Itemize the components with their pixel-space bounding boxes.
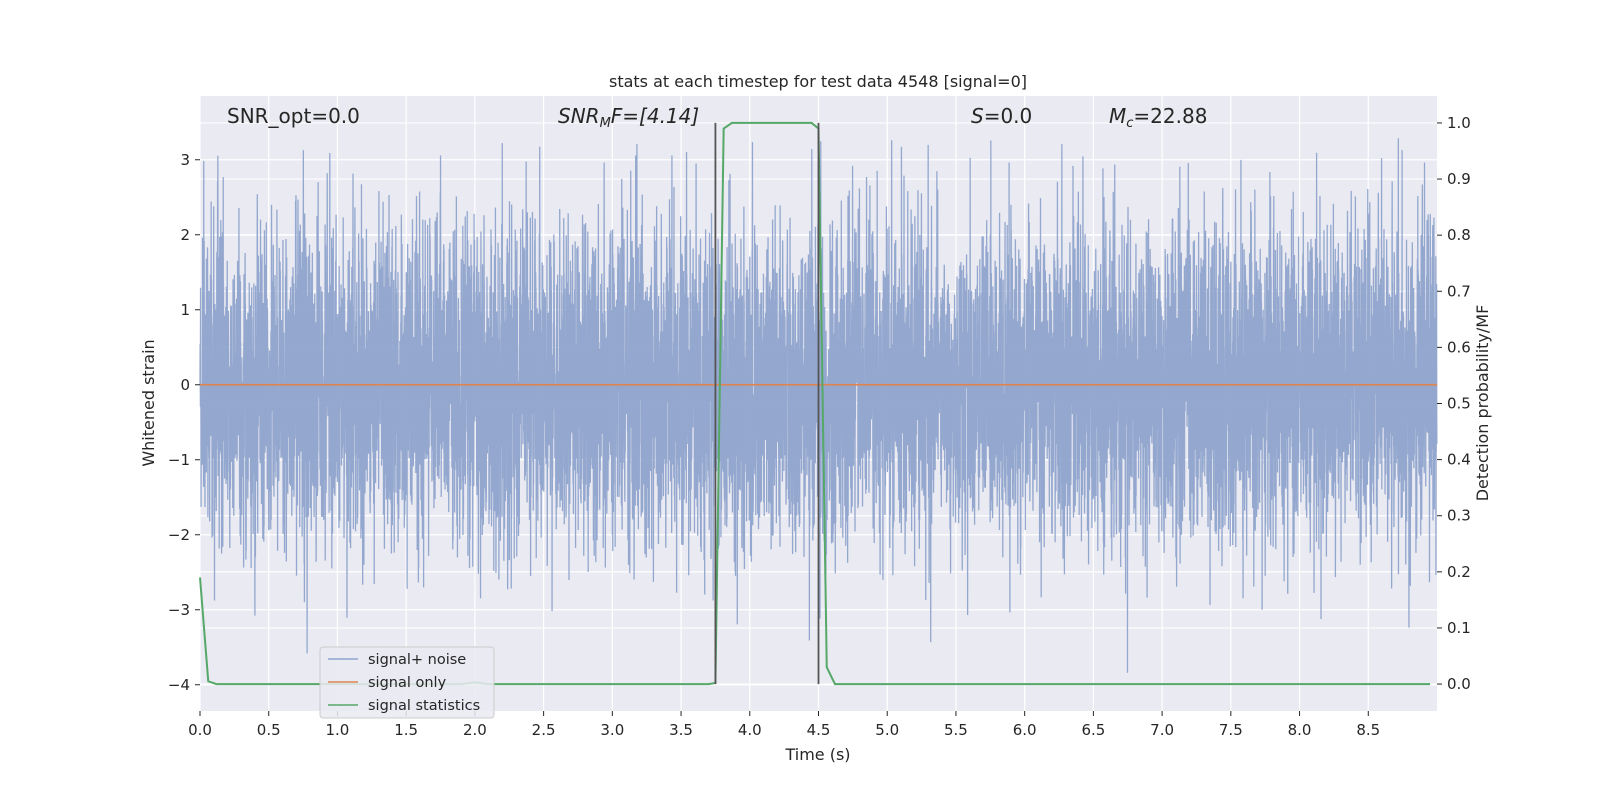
y-tick-label: −2 — [168, 526, 190, 544]
y-tick-label: −3 — [168, 601, 190, 619]
x-tick-label: 3.0 — [600, 721, 624, 739]
x-tick-label: 1.0 — [326, 721, 350, 739]
x-tick-label: 0.5 — [257, 721, 281, 739]
x-tick-label: 5.0 — [875, 721, 899, 739]
x-tick-label: 2.5 — [532, 721, 556, 739]
x-tick-label: 4.5 — [807, 721, 831, 739]
y2-tick-label: 0.1 — [1447, 619, 1471, 637]
x-tick-label: 0.0 — [188, 721, 212, 739]
x-tick-label: 3.5 — [669, 721, 693, 739]
x-tick-label: 4.0 — [738, 721, 762, 739]
x-tick-label: 2.0 — [463, 721, 487, 739]
x-tick-label: 6.5 — [1081, 721, 1105, 739]
x-tick-label: 1.5 — [394, 721, 418, 739]
y-axis-label: Whitened strain — [139, 339, 158, 466]
x-tick-label: 8.5 — [1356, 721, 1380, 739]
x-axis-ticks: 0.0 0.5 1.0 1.5 2.0 2.5 3.0 3.5 4.0 4.5 5.0 5.5 6.0 6… — [188, 711, 1380, 739]
y2-tick-label: 0.8 — [1447, 226, 1471, 244]
event-markers — [714, 122, 820, 685]
y2-tick-label: 0.4 — [1447, 451, 1471, 469]
x-tick-label: 7.0 — [1150, 721, 1174, 739]
y-axis-ticks: −4 −3 −2 −1 0 1 2 3 — [168, 151, 200, 694]
x-tick-label: 6.0 — [1013, 721, 1037, 739]
legend: signal+ noise signal only signal statist… — [319, 646, 495, 719]
x-tick-label: 7.5 — [1219, 721, 1243, 739]
y2-tick-label: 0.3 — [1447, 507, 1471, 525]
annotation-snr-opt: SNR_opt=0.0 — [227, 104, 360, 128]
legend-label-statistics: signal statistics — [368, 698, 480, 714]
annotation-mc: Mc=22.88 — [1109, 104, 1207, 131]
y-tick-label: −4 — [168, 676, 190, 694]
legend-box — [319, 646, 495, 719]
y2-tick-label: 1.0 — [1447, 114, 1471, 132]
chart-title: stats at each timestep for test data 454… — [609, 72, 1027, 91]
y-tick-label: 3 — [180, 151, 190, 169]
legend-label-signal-only: signal only — [368, 675, 447, 691]
y-tick-label: 1 — [180, 301, 190, 319]
y2-axis-ticks: 0.0 0.1 0.2 0.3 0.4 0.5 0.6 0.7 0.8 0.9 1.0 — [1437, 114, 1471, 693]
legend-label-noise: signal+ noise — [368, 652, 466, 668]
y-tick-label: 2 — [180, 226, 190, 244]
x-tick-label: 5.5 — [944, 721, 968, 739]
y2-tick-label: 0.7 — [1447, 282, 1471, 300]
annotation-s: S=0.0 — [971, 104, 1032, 128]
x-tick-label: 8.0 — [1288, 721, 1312, 739]
y2-tick-label: 0.5 — [1447, 395, 1471, 413]
y2-axis-label: Detection probability/MF — [1473, 305, 1492, 502]
y-tick-label: 0 — [180, 376, 190, 394]
x-axis-label: Time (s) — [784, 745, 850, 764]
annotation-snr-mf: SNRMF=[4.14] — [558, 104, 699, 131]
y2-tick-label: 0.6 — [1447, 338, 1471, 356]
y2-tick-label: 0.0 — [1447, 675, 1471, 693]
y-tick-label: −1 — [168, 451, 190, 469]
y2-tick-label: 0.2 — [1447, 563, 1471, 581]
y2-tick-label: 0.9 — [1447, 170, 1471, 188]
